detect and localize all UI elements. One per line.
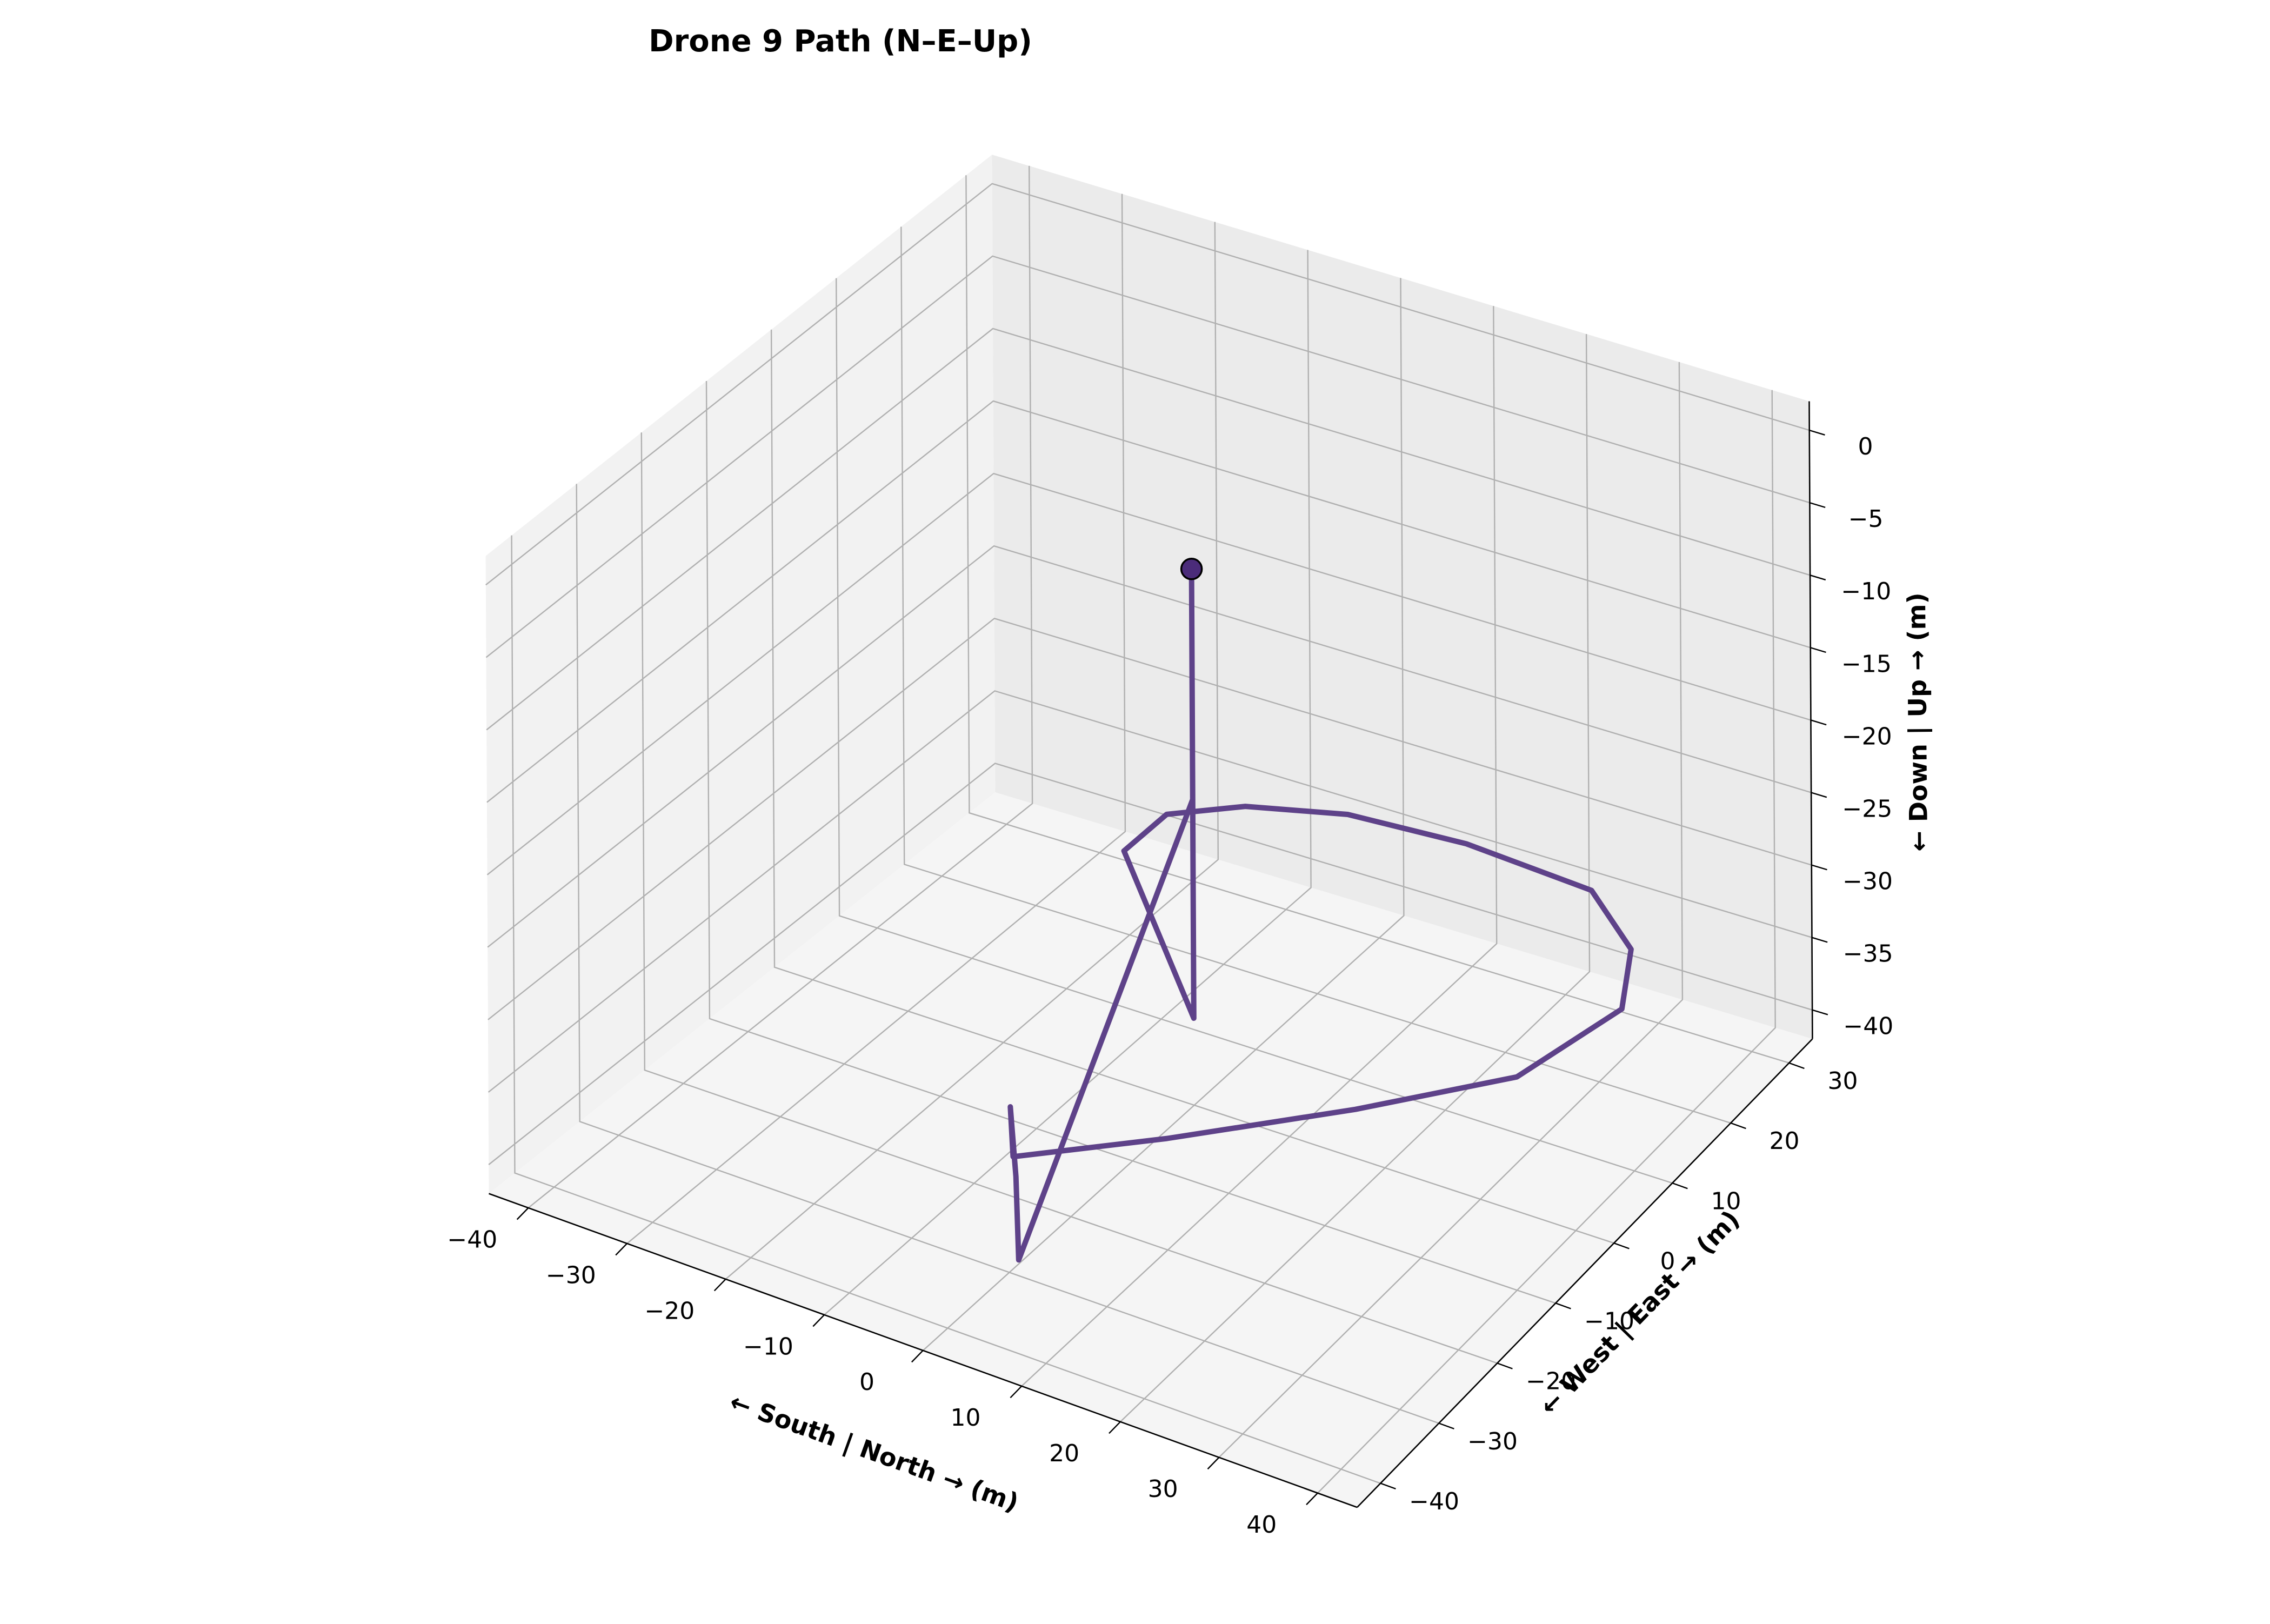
y-tick-mark [1672,1182,1688,1189]
x-tick-label: −20 [644,1297,695,1325]
x-tick-label: 40 [1246,1511,1277,1539]
gridline-y [900,226,1731,1124]
z-tick-mark [1809,429,1825,436]
z-tick-label: −40 [1843,1013,1893,1040]
y-tick-label: −20 [1526,1368,1576,1395]
z-tick-mark [1812,1009,1828,1015]
z-tick-label: 0 [1858,433,1873,460]
drone-path-line [1007,566,1634,1263]
x-tick-label: 10 [951,1404,981,1432]
x-tick-mark [812,1314,825,1327]
x-tick-label: −40 [447,1226,497,1253]
z-tick-mark [1810,647,1826,653]
z-tick-mark [1812,937,1828,943]
z-tick-label: −25 [1842,795,1892,823]
z-axis-label: ← Down | Up → (m) [1902,592,1934,852]
x-tick-label: 30 [1148,1475,1178,1503]
gridline-y [576,484,1439,1424]
pane-floor [489,792,1813,1508]
x-tick-mark [1207,1456,1220,1470]
x-tick-mark [615,1243,627,1256]
gridline-z [487,545,1812,948]
y-tick-label: −30 [1467,1428,1518,1455]
z-tick-label: −20 [1842,723,1892,750]
gridline-y [640,432,1498,1364]
x-tick-label: −10 [743,1333,793,1360]
x-tick-mark [911,1350,924,1363]
y-tick-label: 20 [1770,1127,1800,1155]
z-tick-mark [1811,792,1827,798]
z-tick-mark [1811,864,1827,871]
z-tick-label: −5 [1848,505,1884,533]
y-tick-mark [1730,1122,1746,1130]
x-tick-label: 0 [859,1368,874,1396]
gridline-x [1120,334,1591,1422]
y-tick-mark [1613,1242,1630,1249]
gridline-y [965,175,1790,1064]
gridline-z [488,617,1812,1020]
x-tick-label: −30 [546,1261,596,1289]
y-tick-label: −10 [1584,1308,1634,1335]
z-tick-label: −15 [1841,650,1892,678]
gridline-z [485,183,1810,586]
start-marker [1180,558,1203,580]
z-tick-mark [1811,719,1827,726]
gridline-y [770,329,1614,1244]
y-tick-mark [1788,1062,1805,1070]
gridline-y [705,380,1556,1304]
gridline-x [1218,362,1684,1458]
y-tick-label: 10 [1711,1187,1741,1215]
x-tick-mark [1109,1421,1121,1434]
gridline-z [486,400,1811,803]
gridline-z [488,690,1812,1093]
gridline-z [488,763,1813,1165]
gridline-x [528,165,1033,1208]
gridline-x [824,250,1312,1315]
x-tick-label: 20 [1049,1440,1079,1467]
gridline-x [922,278,1405,1351]
chart-title: Drone 9 Path (N–E–Up) [649,24,1032,59]
gridline-z [485,255,1810,658]
z-tick-mark [1810,574,1826,581]
x-tick-mark [1010,1385,1023,1399]
y-tick-label: 30 [1828,1067,1858,1095]
gridline-x [1317,390,1776,1494]
x-tick-mark [516,1207,529,1220]
gridline-y [835,278,1673,1184]
z-tick-label: −30 [1842,868,1893,895]
z-tick-label: −35 [1843,940,1893,968]
gridline-z [486,328,1811,731]
y-tick-label: −40 [1409,1488,1459,1515]
z-tick-mark [1810,502,1826,509]
gridline-x [1021,306,1498,1387]
z-tick-label: −10 [1841,578,1891,605]
x-tick-mark [1306,1492,1318,1506]
y-tick-mark [1497,1362,1513,1369]
gridline-y [511,535,1381,1484]
gridline-x [626,193,1126,1244]
y-tick-mark [1380,1482,1396,1489]
y-tick-label: 0 [1660,1247,1675,1275]
x-tick-mark [713,1279,726,1292]
gridline-x [725,222,1219,1280]
y-tick-mark [1555,1302,1571,1309]
y-tick-mark [1438,1422,1454,1429]
gridline-z [486,472,1811,876]
y-axis-line [1357,1038,1813,1508]
